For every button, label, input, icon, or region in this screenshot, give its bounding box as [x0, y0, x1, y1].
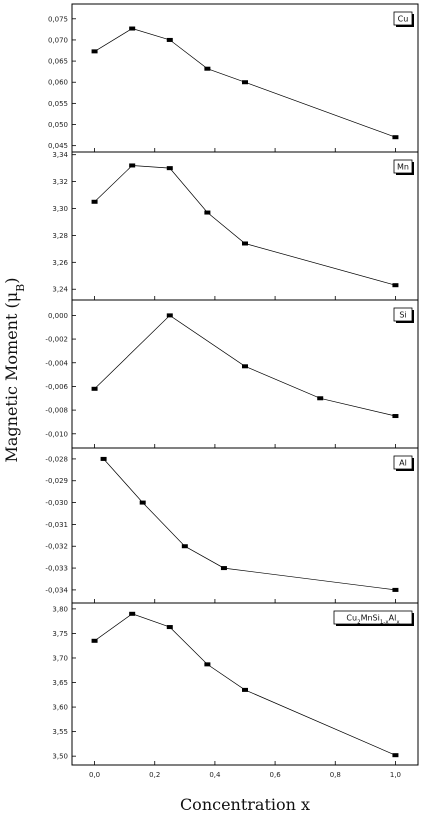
data-point: [392, 414, 399, 419]
y-tick-label: 0,045: [48, 142, 68, 150]
data-point: [91, 638, 98, 643]
y-tick-label: 0,075: [48, 15, 68, 23]
y-tick-label: 3,30: [52, 205, 68, 213]
y-tick-label: -0,032: [45, 543, 68, 551]
series-line: [103, 458, 396, 591]
y-tick-label: 3,28: [52, 232, 68, 240]
y-tick-label: -0,006: [45, 383, 68, 391]
legend-label: Si: [399, 311, 406, 320]
data-point: [242, 241, 248, 246]
data-point: [392, 753, 399, 758]
series-line: [94, 28, 396, 138]
y-tick-label: 3,24: [52, 286, 68, 294]
legend-label: Cu: [398, 15, 409, 24]
x-axis-title: Concentration x: [180, 795, 310, 814]
y-tick-label: -0,034: [45, 586, 68, 594]
x-tick-label: 0,2: [149, 771, 160, 779]
data-point: [181, 544, 188, 549]
panel-5: 3,50 3,55 3,60 3,65 3,70 3,75 3,80 Cu2MnSi1-xAl…: [52, 602, 419, 779]
y-tick-label: 3,65: [52, 679, 68, 687]
legend-box: [393, 11, 413, 26]
y-tick-label: 3,55: [52, 728, 68, 736]
data-point: [129, 611, 136, 616]
data-point: [91, 386, 98, 391]
y-tick-label: -0,010: [45, 430, 68, 438]
panel-4: -0,034 -0,033 -0,032 -0,031 -0,030 -0,029 -0,0…: [45, 447, 419, 604]
x-tick-label: 0,0: [89, 771, 100, 779]
data-point: [139, 500, 146, 505]
data-point: [166, 313, 173, 318]
series-line: [94, 165, 396, 286]
y-tick-label: 0,055: [48, 100, 68, 108]
y-tick-label: -0,004: [45, 359, 68, 367]
y-axis-title: Magnetic Moment (μB): [2, 278, 27, 463]
y-tick-label: 0,050: [48, 121, 68, 129]
panel-frame: [71, 3, 419, 153]
data-point: [129, 26, 136, 31]
y-tick-label: -0,002: [45, 336, 68, 344]
data-point: [204, 210, 211, 215]
x-tick-label: 0,6: [270, 771, 282, 779]
y-tick-label: 0,060: [48, 79, 68, 87]
y-tick-label: 0,070: [48, 36, 68, 44]
y-tick-label: 0,065: [48, 58, 68, 66]
panel-1: 0,045 0,050 0,055 0,060 0,065 0,070 0,075 Cu: [48, 3, 419, 153]
y-tick-label: 0,000: [48, 312, 68, 320]
data-point: [220, 566, 227, 571]
panel-frame: [71, 151, 419, 301]
data-point: [392, 587, 399, 592]
y-tick-label: -0,008: [45, 407, 68, 415]
data-point: [242, 687, 248, 692]
legend-box: [393, 159, 413, 174]
panel-frame: [71, 299, 419, 449]
y-tick-label: 3,50: [52, 753, 68, 761]
data-point: [317, 396, 324, 401]
y-tick-label: -0,031: [45, 521, 68, 529]
y-tick-label: -0,028: [45, 455, 68, 463]
data-point: [204, 66, 211, 71]
y-tick-label: 3,70: [52, 654, 68, 662]
data-point: [91, 199, 98, 204]
x-tick-label: 0,8: [330, 771, 341, 779]
data-point: [100, 456, 107, 461]
data-point: [166, 166, 173, 171]
panel-3: -0,010 -0,008 -0,006 -0,004 -0,002 0,000 Si: [45, 299, 419, 449]
y-tick-label: -0,033: [45, 565, 68, 573]
chart-panels: 0,045 0,050 0,055 0,060 0,065 0,070 0,075 Cu 3,2…: [45, 3, 419, 779]
y-tick-label: -0,029: [45, 477, 68, 485]
legend-label: Al: [399, 459, 407, 468]
data-point: [129, 163, 136, 168]
y-tick-label: 3,60: [52, 704, 68, 712]
legend-box: [333, 610, 413, 625]
y-tick-label: 3,75: [52, 630, 68, 638]
y-tick-label: 3,80: [52, 605, 68, 613]
data-point: [166, 625, 173, 630]
y-tick-label: 3,32: [52, 178, 68, 186]
legend-box: [393, 455, 413, 470]
series-line: [94, 613, 396, 756]
panel-frame: [71, 447, 419, 604]
y-tick-label: 3,34: [52, 151, 68, 159]
data-point: [242, 364, 248, 369]
data-point: [392, 283, 399, 288]
data-point: [204, 662, 211, 667]
legend-label: Cu2MnSi1-xAlx: [346, 614, 400, 626]
x-tick-label: 0,4: [209, 771, 221, 779]
legend-label: Mn: [397, 163, 409, 172]
data-point: [242, 80, 248, 85]
data-point: [91, 49, 98, 54]
data-point: [392, 135, 399, 140]
panel-2: 3,24 3,26 3,28 3,30 3,32 3,34 Mn: [52, 151, 419, 301]
y-tick-label: -0,030: [45, 499, 68, 507]
data-point: [166, 37, 173, 42]
legend-box: [393, 307, 413, 322]
panel-frame: [71, 602, 419, 766]
x-tick-label: 1,0: [390, 771, 401, 779]
y-tick-label: 3,26: [52, 259, 68, 267]
